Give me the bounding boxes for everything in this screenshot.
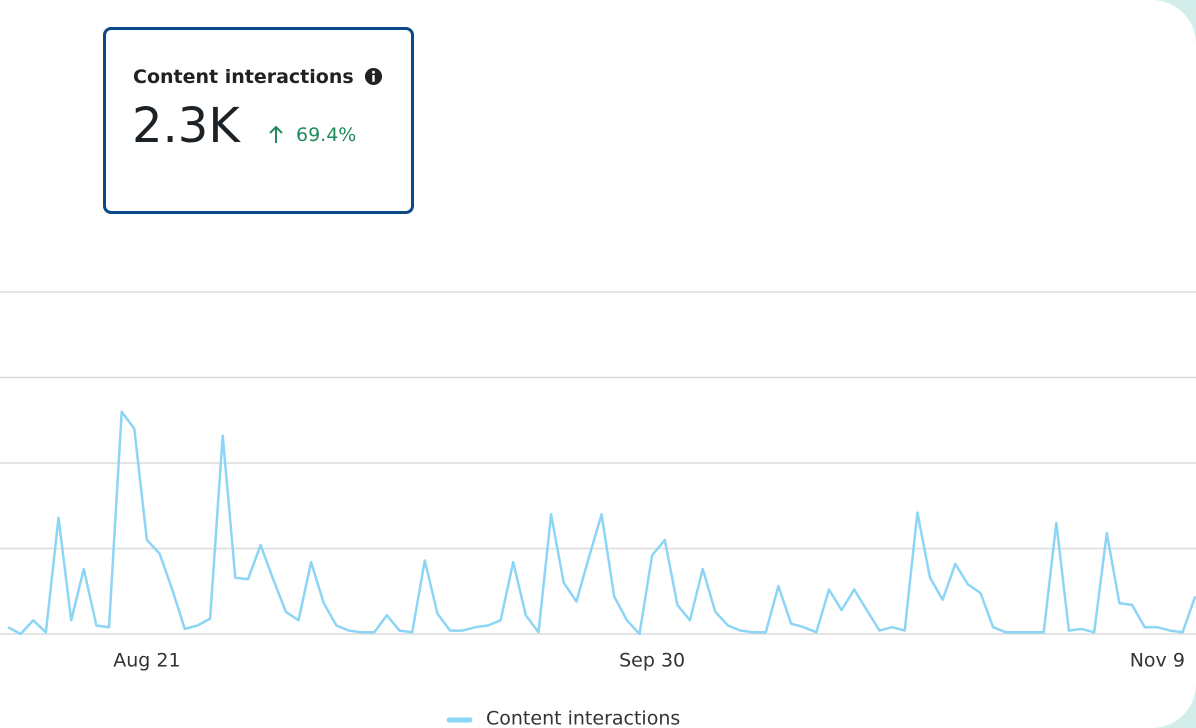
card-change: 69.4% (296, 124, 357, 146)
data-line (7, 410, 1196, 636)
x-tick-label: Nov 9 (1130, 650, 1185, 672)
card-title: Content interactions (133, 64, 383, 88)
info-icon[interactable] (364, 67, 383, 86)
card-value: 2.3K (132, 98, 240, 154)
card-title-text: Content interactions (133, 66, 354, 88)
up-arrow (269, 125, 283, 143)
metric-card[interactable]: Content interactions 2.3K 69.4% (103, 27, 414, 214)
legend-label: Content interactions (486, 708, 680, 728)
x-tick-label: Aug 21 (113, 650, 180, 672)
x-tick-label: Sep 30 (619, 650, 685, 672)
